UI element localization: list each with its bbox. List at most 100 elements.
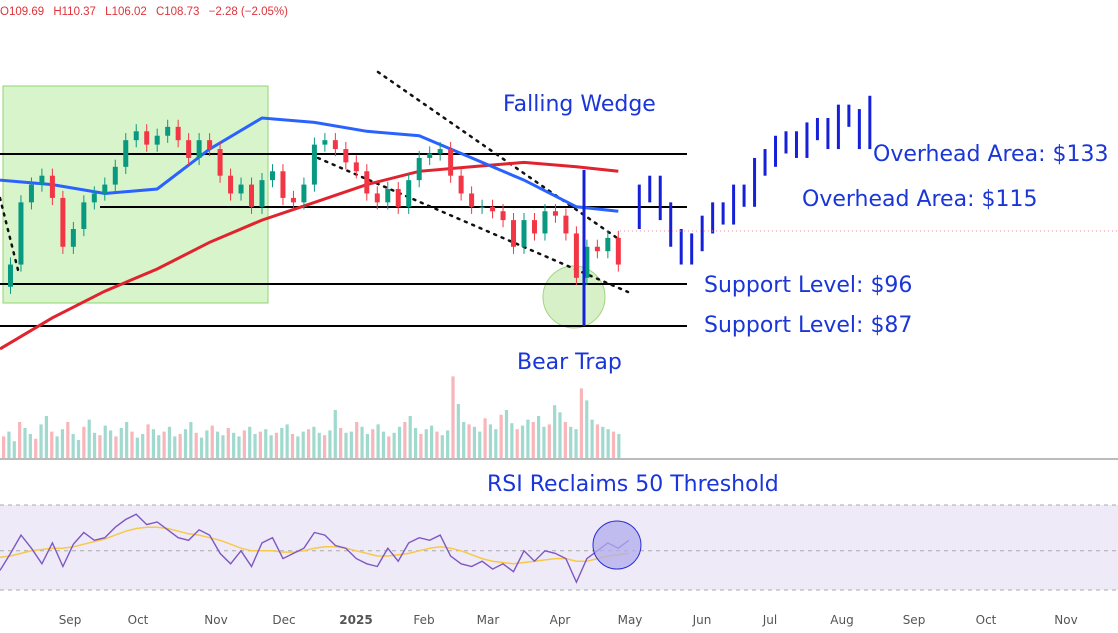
volume-bar (306, 429, 311, 458)
candle-body (594, 246, 600, 252)
annotation-support-87: Support Level: $87 (704, 313, 912, 338)
annotation-rsi-title: RSI Reclaims 50 Threshold (487, 472, 779, 497)
candle-body (573, 233, 579, 278)
change-value: −2.28 (−2.05%) (208, 6, 288, 18)
rsi-band (0, 505, 1118, 590)
volume-bar (328, 430, 332, 458)
volume-bar (440, 435, 444, 458)
x-axis-tick-label: Sep (59, 613, 82, 627)
candle-body (207, 140, 213, 150)
volume-bar (109, 430, 113, 458)
candle-body (259, 180, 265, 207)
ohlc-header: O109.69 H110.37 L106.02 C108.73 −2.28 (−… (0, 6, 294, 18)
candle-body (332, 140, 338, 150)
volume-bar (504, 410, 509, 458)
rsi-line (0, 513, 630, 584)
candle-body (165, 126, 171, 136)
candle-body (605, 237, 611, 252)
candle-body (269, 171, 275, 181)
volume-bar (601, 426, 605, 458)
candle-body (301, 184, 307, 203)
volume-bar (2, 436, 6, 458)
volume-bar (595, 424, 600, 458)
volume-bar (355, 422, 359, 458)
candle-body (175, 126, 181, 141)
x-axis-tick-label: Apr (550, 613, 571, 627)
candle-body (112, 166, 118, 185)
wedge-upper-line (376, 70, 622, 242)
candle-body (70, 229, 76, 247)
volume-bar (157, 435, 161, 458)
candle-body (427, 153, 433, 158)
candle-body (531, 220, 537, 234)
candle-body (542, 211, 548, 234)
volume-bar (264, 429, 268, 458)
candle-body (364, 171, 370, 194)
candle-body (374, 193, 380, 203)
candle-body (416, 157, 422, 181)
volume-bar (462, 422, 466, 458)
volume-bar (478, 431, 482, 458)
volume-bar (360, 426, 364, 458)
annotation-bear-trap: Bear Trap (517, 350, 622, 375)
volume-bar (274, 432, 279, 458)
volume-bar (167, 426, 172, 458)
volume-bar (44, 416, 48, 458)
volume-bar (296, 436, 300, 458)
candle-body (490, 206, 496, 212)
volume-bar (50, 431, 54, 458)
volume-bar (183, 429, 188, 458)
volume-bar (392, 432, 396, 458)
volume-bar (285, 424, 289, 458)
volume-bar (210, 425, 214, 458)
x-axis-tick-label: Dec (272, 613, 295, 627)
x-axis-tick-label: Mar (477, 613, 500, 627)
volume-bar (253, 434, 257, 458)
candle-body (39, 175, 45, 185)
volume-bar (333, 410, 337, 458)
volume-bar (205, 430, 209, 458)
volume-bar (135, 437, 139, 458)
volume-bar (7, 431, 11, 458)
candle-body (7, 264, 13, 287)
candle-body (584, 246, 590, 278)
volume-bar (446, 430, 450, 458)
volume-bar (413, 428, 418, 458)
volume-bar (23, 428, 27, 458)
candle-body (563, 215, 569, 234)
annotation-overhead-133: Overhead Area: $133 (873, 142, 1108, 167)
candle-body (91, 193, 97, 203)
x-axis-tick-label: Feb (413, 613, 434, 627)
candle-body (448, 149, 454, 176)
consolidation-box (2, 85, 269, 304)
x-axis-tick-label: Aug (830, 613, 853, 627)
volume-bar (526, 419, 530, 458)
volume-bar (18, 422, 22, 458)
volume-bar (269, 435, 273, 458)
volume-bar (194, 432, 198, 458)
volume-bar (563, 422, 567, 458)
volume-bar (558, 412, 562, 458)
volume-bar (569, 426, 573, 458)
volume-bar (424, 429, 428, 458)
volume-bar (365, 434, 369, 458)
volume-bar (237, 436, 241, 458)
candle-body (406, 180, 412, 207)
volume-bar (553, 405, 557, 458)
volume-bar (178, 434, 182, 458)
volume-bar (87, 419, 91, 458)
annotation-support-96: Support Level: $96 (704, 273, 912, 298)
volume-bar (258, 431, 262, 458)
candle-body (353, 162, 359, 172)
volume-bar (371, 429, 375, 458)
volume-bar (226, 428, 230, 458)
volume-bar (130, 431, 134, 458)
volume-bar (312, 426, 316, 458)
candle-body (249, 184, 255, 207)
candle-body (458, 175, 464, 194)
volume-bar (542, 426, 546, 458)
volume-bar (92, 432, 97, 458)
candle-body (238, 184, 244, 194)
volume-bar (34, 438, 38, 458)
